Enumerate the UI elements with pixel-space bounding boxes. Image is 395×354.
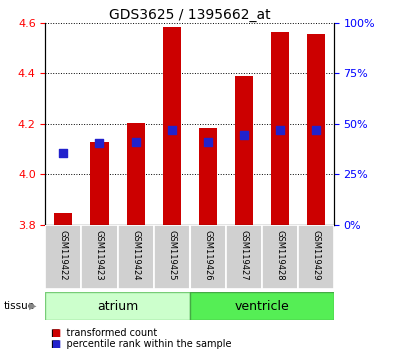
Bar bbox=[163, 27, 181, 225]
Title: GDS3625 / 1395662_at: GDS3625 / 1395662_at bbox=[109, 8, 271, 22]
Point bbox=[312, 127, 319, 133]
Text: GSM119423: GSM119423 bbox=[95, 230, 104, 281]
Bar bbox=[271, 32, 289, 225]
Text: ■  percentile rank within the sample: ■ percentile rank within the sample bbox=[51, 339, 232, 349]
Text: ■: ■ bbox=[51, 339, 60, 349]
Text: GSM119424: GSM119424 bbox=[131, 230, 140, 281]
Text: GSM119427: GSM119427 bbox=[239, 230, 248, 281]
Point bbox=[168, 127, 175, 133]
Point bbox=[205, 139, 211, 144]
Text: tissue: tissue bbox=[4, 301, 35, 311]
Bar bbox=[90, 142, 109, 225]
Text: ■  transformed count: ■ transformed count bbox=[51, 328, 158, 338]
Text: GSM119428: GSM119428 bbox=[275, 230, 284, 281]
Point bbox=[96, 140, 103, 145]
Bar bbox=[45, 292, 190, 320]
Point bbox=[276, 127, 283, 133]
Bar bbox=[235, 76, 253, 225]
Bar bbox=[81, 225, 118, 289]
Text: ▶: ▶ bbox=[29, 301, 36, 311]
Bar bbox=[298, 225, 334, 289]
Text: GSM119425: GSM119425 bbox=[167, 230, 176, 281]
Text: GSM119429: GSM119429 bbox=[311, 230, 320, 281]
Bar bbox=[55, 213, 72, 225]
Point bbox=[60, 150, 67, 156]
Bar bbox=[118, 225, 154, 289]
Bar bbox=[199, 128, 216, 225]
Text: ■: ■ bbox=[51, 328, 60, 338]
Text: GSM119426: GSM119426 bbox=[203, 230, 212, 281]
Text: ventricle: ventricle bbox=[234, 300, 289, 313]
Bar bbox=[126, 122, 145, 225]
Bar bbox=[190, 292, 334, 320]
Bar bbox=[261, 225, 298, 289]
Bar bbox=[45, 225, 81, 289]
Text: atrium: atrium bbox=[97, 300, 138, 313]
Bar bbox=[307, 34, 325, 225]
Bar bbox=[190, 225, 226, 289]
Text: GSM119422: GSM119422 bbox=[59, 230, 68, 281]
Point bbox=[241, 132, 247, 138]
Point bbox=[132, 139, 139, 144]
Bar bbox=[226, 225, 261, 289]
Bar bbox=[154, 225, 190, 289]
